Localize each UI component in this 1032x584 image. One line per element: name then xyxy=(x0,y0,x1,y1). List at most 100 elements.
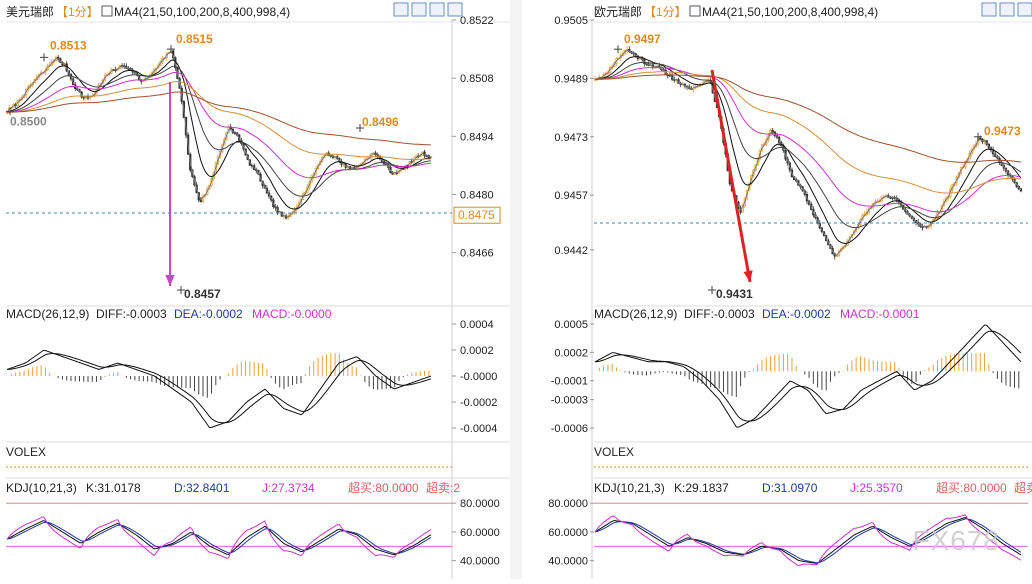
macd-tick-label: -0.0000 xyxy=(460,371,497,383)
price-tick-label: 0.9442 xyxy=(554,245,588,257)
ma-settings-icon[interactable] xyxy=(101,5,113,17)
kdj-d-line xyxy=(595,518,1022,564)
kdj-d-value: D:32.8401 xyxy=(174,481,230,495)
macd-tick-label: -0.0001 xyxy=(551,376,588,388)
watermark: FX678 xyxy=(912,525,1000,556)
candle-body xyxy=(741,205,744,213)
macd-label: MACD(26,12,9) xyxy=(594,307,677,321)
macd-tick-label: 0.0002 xyxy=(460,345,494,357)
kdj-k-value: K:31.0178 xyxy=(86,481,141,495)
price-tick-label: 0.8494 xyxy=(460,131,494,143)
macd-tick-label: -0.0004 xyxy=(460,423,497,435)
kdj-k-line xyxy=(594,517,1022,564)
panel-title: 欧元瑞郎 xyxy=(594,5,642,19)
moving-average-line xyxy=(6,50,431,218)
moving-average-line xyxy=(6,59,431,210)
price-annotation: 0.8500 xyxy=(10,114,47,128)
toolbar-button-icon[interactable] xyxy=(411,2,427,17)
kdj-d-line xyxy=(7,521,432,555)
kdj-tick-label: 60.0000 xyxy=(460,527,500,539)
current-price-box xyxy=(453,206,501,224)
kdj-tick-label: 60.0000 xyxy=(548,527,588,539)
usdchf-chart-panel: 美元瑞郎 【1分】 MA4(21,50,100,200,8,400,998,4) 0.… xyxy=(0,0,510,579)
drop-arrow-head xyxy=(743,270,753,282)
macd-diff-line xyxy=(594,324,1022,428)
kdj-overbought-label: 超买:80.0000 xyxy=(936,480,1007,495)
kdj-j-line xyxy=(6,516,432,559)
kdj-overbought-label: 超买:80.0000 xyxy=(348,480,419,495)
price-annotation: 0.9431 xyxy=(716,287,753,301)
price-tick-label: 0.9473 xyxy=(554,132,588,144)
price-annotation: 0.8515 xyxy=(176,32,213,46)
toolbar-button-icon[interactable] xyxy=(999,2,1015,17)
candle-body xyxy=(5,111,9,114)
current-price-label: 0.8475 xyxy=(458,208,495,222)
toolbar-button-icon[interactable] xyxy=(1017,2,1032,17)
macd-diff-line xyxy=(6,350,432,429)
kdj-j-line xyxy=(594,514,1022,567)
kdj-oversold-label: 超卖:2 xyxy=(426,480,460,495)
kdj-label: KDJ(10,21,3) xyxy=(6,481,77,495)
panel-title: 美元瑞郎 xyxy=(6,5,54,19)
macd-tick-label: -0.0002 xyxy=(460,397,497,409)
moving-average-line xyxy=(7,71,431,179)
macd-diff-value: DIFF:-0.0003 xyxy=(96,307,167,321)
price-annotation: 0.8457 xyxy=(184,287,221,301)
moving-average-line xyxy=(7,65,431,197)
macd-label: MACD(26,12,9) xyxy=(6,307,89,321)
macd-tick-label: 0.0004 xyxy=(460,319,494,331)
price-annotation: 0.8496 xyxy=(362,115,399,129)
ma-indicator-label: MA4(21,50,100,200,8,400,998,4) xyxy=(114,5,290,19)
kdj-tick-label: 80.0000 xyxy=(548,498,588,510)
macd-dea-value: DEA:-0.0002 xyxy=(762,307,831,321)
period-label: 【1分】 xyxy=(644,5,687,19)
panel-divider xyxy=(510,0,522,579)
macd-tick-label: 0.0005 xyxy=(554,319,588,331)
drop-arrow-head xyxy=(165,274,175,286)
toolbar-button-icon[interactable] xyxy=(393,2,409,17)
volex-label: VOLEX xyxy=(594,445,634,459)
ma-indicator-label: MA4(21,50,100,200,8,400,998,4) xyxy=(702,5,878,19)
kdj-d-value: D:31.0970 xyxy=(762,481,818,495)
toolbar-button-icon[interactable] xyxy=(429,2,445,17)
macd-dea-line xyxy=(7,353,432,424)
candle-body xyxy=(429,156,433,159)
price-tick-label: 0.8522 xyxy=(460,15,494,27)
moving-average-line xyxy=(7,81,431,160)
ma-settings-icon[interactable] xyxy=(689,5,701,17)
kdj-k-value: K:29.1837 xyxy=(674,481,729,495)
kdj-j-value: J:25.3570 xyxy=(850,481,903,495)
toolbar-button-icon[interactable] xyxy=(447,2,463,17)
macd-dea-value: DEA:-0.0002 xyxy=(174,307,243,321)
kdj-tick-label: 80.0000 xyxy=(460,498,500,510)
price-annotation: 0.9497 xyxy=(624,32,661,46)
eurchf-chart-svg: 欧元瑞郎 【1分】 MA4(21,50,100,200,8,400,998,4) 0.… xyxy=(548,2,1032,579)
macd-tick-label: -0.0006 xyxy=(551,423,588,435)
usdchf-chart-svg: 美元瑞郎 【1分】 MA4(21,50,100,200,8,400,998,4) 0.… xyxy=(5,2,510,579)
price-tick-label: 0.9505 xyxy=(554,15,588,27)
macd-macd-value: MACD:-0.0001 xyxy=(840,307,920,321)
moving-average-line xyxy=(595,61,1022,228)
macd-dea-line xyxy=(595,330,1022,422)
candle-body xyxy=(1019,188,1023,192)
macd-macd-value: MACD:-0.0000 xyxy=(252,307,332,321)
moving-average-line xyxy=(7,91,431,146)
moving-average-line xyxy=(595,56,1022,245)
drop-arrow-shaft xyxy=(710,69,752,283)
macd-tick-label: 0.0002 xyxy=(554,347,588,359)
price-tick-label: 0.9489 xyxy=(554,73,588,85)
kdj-k-line xyxy=(6,520,432,556)
price-tick-label: 0.8466 xyxy=(460,248,494,260)
moving-average-line xyxy=(595,71,1021,194)
kdj-oversold-label: 超卖:2 xyxy=(1014,480,1032,495)
price-annotation: 0.8513 xyxy=(50,38,87,52)
period-label: 【1分】 xyxy=(56,5,99,19)
candle-body xyxy=(593,78,597,81)
price-annotation: 0.9473 xyxy=(984,124,1021,138)
candle-body xyxy=(979,137,982,140)
toolbar-button-icon[interactable] xyxy=(981,2,997,17)
macd-tick-label: -0.0003 xyxy=(551,395,588,407)
price-tick-label: 0.8508 xyxy=(460,73,494,85)
eurchf-chart-panel: 欧元瑞郎 【1分】 MA4(21,50,100,200,8,400,998,4) 0.… xyxy=(522,0,1032,579)
moving-average-line xyxy=(595,67,1022,213)
